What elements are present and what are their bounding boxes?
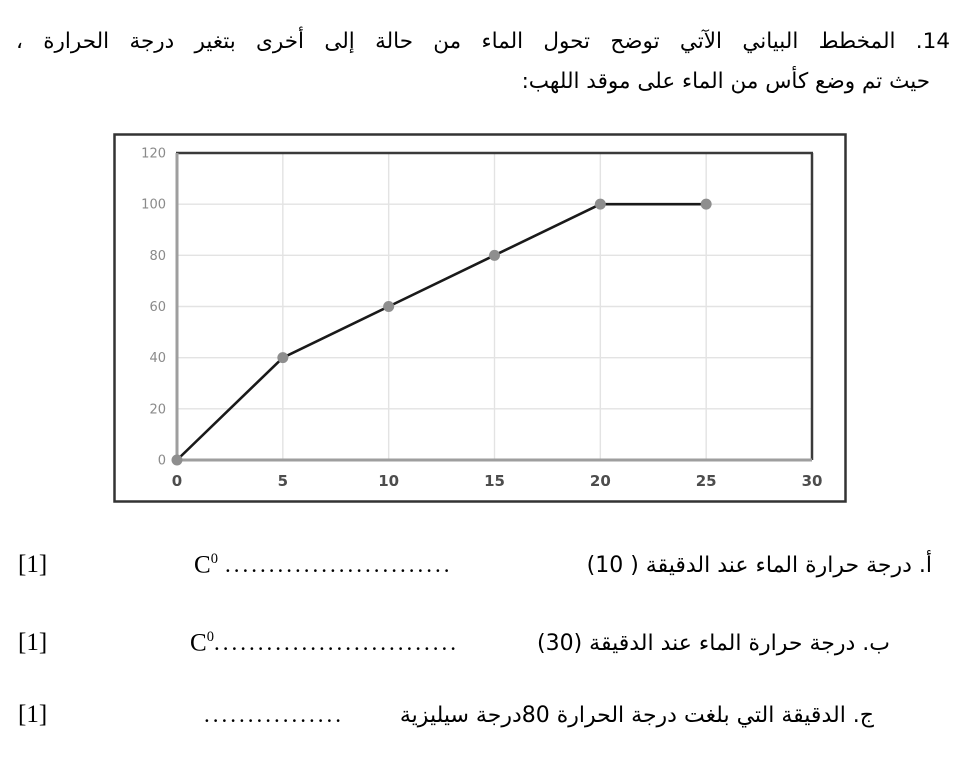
svg-text:80: 80 <box>149 249 166 264</box>
svg-text:0: 0 <box>158 454 166 469</box>
svg-text:25: 25 <box>696 472 717 490</box>
svg-text:120: 120 <box>141 147 166 162</box>
question-b-mark: [1] <box>18 629 48 657</box>
question-a-answer-blank: .......................... <box>224 552 453 578</box>
question-header: 14. المخطط البياني الآتي توضح تحول الماء… <box>16 22 950 102</box>
question-c-answer-blank: ................ <box>204 702 344 727</box>
question-header-line-1: 14. المخطط البياني الآتي توضح تحول الماء… <box>16 29 950 54</box>
svg-text:0: 0 <box>172 472 182 490</box>
temperature-chart-svg: 0 20 40 60 80 100 120 0 5 10 15 20 25 30 <box>113 133 847 503</box>
svg-text:20: 20 <box>149 402 166 417</box>
svg-text:30: 30 <box>802 472 823 490</box>
svg-text:40: 40 <box>149 351 166 366</box>
question-b-celsius-unit: C0 <box>190 614 214 666</box>
question-c-mark: [1] <box>18 701 48 728</box>
question-row-b: [1] C0 ............................ ب. د… <box>18 614 960 667</box>
question-row-a: [1] C0 .......................... أ. درج… <box>18 536 960 589</box>
question-c-text: ج. الدقيقة التي بلغت درجة الحرارة 80درجة… <box>399 703 874 728</box>
temperature-chart-figure: 0 20 40 60 80 100 120 0 5 10 15 20 25 30 <box>113 133 847 503</box>
svg-text:15: 15 <box>484 472 505 490</box>
unit-letter: C <box>194 551 211 579</box>
unit-superscript: 0 <box>206 629 214 645</box>
question-row-c: [1] ................ ج. الدقيقة التي بلغ… <box>18 692 960 739</box>
svg-text:100: 100 <box>141 198 166 213</box>
svg-text:20: 20 <box>590 472 611 490</box>
svg-text:5: 5 <box>278 472 288 490</box>
svg-text:60: 60 <box>149 300 166 315</box>
question-a-mark: [1] <box>18 551 48 579</box>
question-header-line-2: حيث تم وضع كأس من الماء على موقد اللهب: <box>521 69 930 94</box>
question-b-answer-blank: ............................ <box>213 630 459 656</box>
question-a-text: أ. درجة حرارة الماء عند الدقيقة ( 10) <box>586 553 932 579</box>
unit-letter: C <box>190 629 207 657</box>
unit-superscript: 0 <box>210 551 218 567</box>
svg-text:10: 10 <box>378 472 399 490</box>
question-b-text: ب. درجة حرارة الماء عند الدقيقة (30) <box>537 631 890 657</box>
question-a-celsius-unit: C0 <box>194 536 218 588</box>
